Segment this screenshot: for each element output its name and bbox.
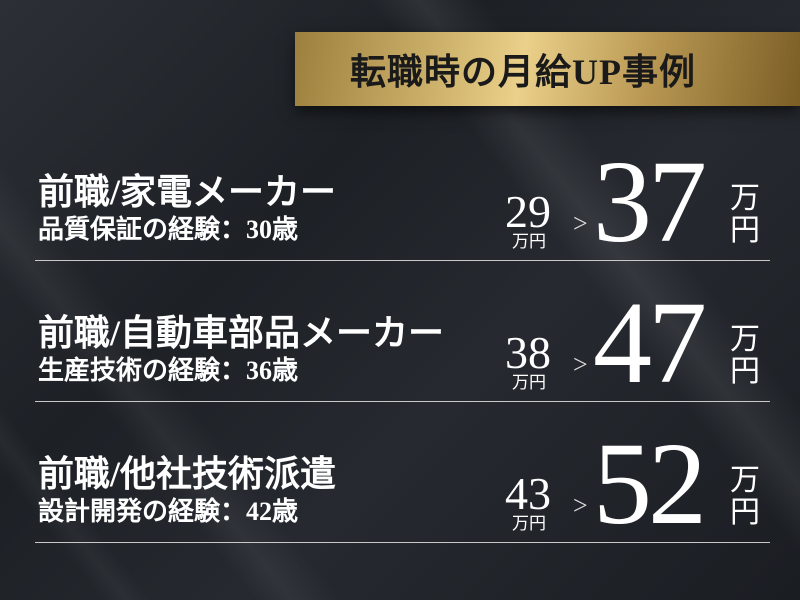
salary-after: 37	[593, 136, 707, 267]
unit-man: 万	[730, 464, 760, 497]
salary-before: 38	[505, 327, 551, 378]
unit-yen: 円	[730, 213, 760, 247]
salary-before: 43	[505, 468, 551, 519]
unit-man: 万	[730, 323, 760, 356]
case-row: 前職/自動車部品メーカー 生産技術の経験：36歳 38 万円 > 47 万円	[35, 262, 770, 402]
page-title: 転職時の月給UP事例	[350, 52, 696, 92]
arrow-icon: >	[573, 491, 588, 520]
case-title: 前職/他社技術派遣	[38, 454, 337, 494]
arrow-icon: >	[573, 209, 588, 238]
header-banner: 転職時の月給UP事例	[295, 32, 800, 106]
case-subtitle: 設計開発の経験：42歳	[38, 497, 299, 526]
unit-yen: 円	[730, 495, 760, 529]
salary-after-unit: 万円	[730, 465, 760, 528]
salary-before-unit: 万円	[512, 514, 546, 533]
salary-before: 29	[505, 186, 551, 237]
salary-after: 47	[593, 277, 707, 408]
salary-before-unit: 万円	[512, 373, 546, 392]
case-title: 前職/自動車部品メーカー	[38, 313, 445, 353]
salary-after-unit: 万円	[730, 183, 760, 246]
case-subtitle: 生産技術の経験：36歳	[38, 356, 299, 385]
unit-man: 万	[730, 182, 760, 215]
salary-after-unit: 万円	[730, 324, 760, 387]
case-row: 前職/家電メーカー 品質保証の経験：30歳 29 万円 > 37 万円	[35, 121, 770, 261]
case-title: 前職/家電メーカー	[38, 172, 337, 212]
arrow-icon: >	[573, 350, 588, 379]
case-row: 前職/他社技術派遣 設計開発の経験：42歳 43 万円 > 52 万円	[35, 403, 770, 543]
salary-after: 52	[593, 418, 707, 549]
salary-before-unit: 万円	[512, 232, 546, 251]
unit-yen: 円	[730, 354, 760, 388]
case-subtitle: 品質保証の経験：30歳	[38, 215, 299, 244]
